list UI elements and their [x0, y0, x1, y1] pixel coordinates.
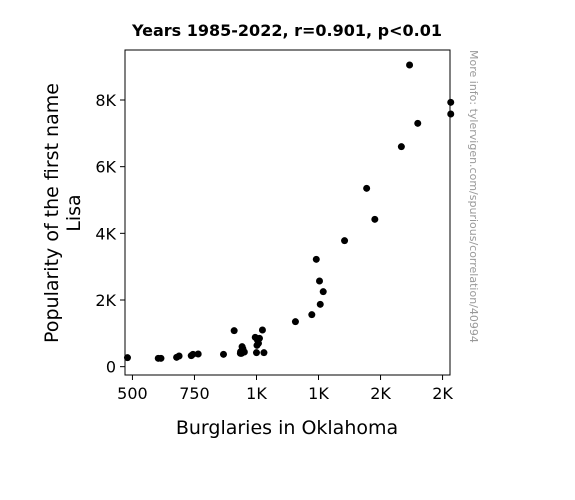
data-point [187, 352, 195, 360]
data-point [414, 119, 422, 127]
y-tick-label: 6K [95, 158, 116, 177]
data-point [341, 237, 349, 245]
y-tick-label: 2K [95, 291, 116, 310]
x-axis-label: Burglaries in Oklahoma [176, 417, 398, 439]
y-tick-label: 4K [95, 224, 116, 243]
data-point [447, 98, 455, 106]
y-axis-label-line-1: Popularity of the first name [41, 83, 63, 343]
data-point [397, 143, 405, 151]
x-tick-label: 2K [432, 384, 453, 403]
x-tick-label: 2K [370, 384, 391, 403]
data-point [319, 288, 327, 296]
data-point [312, 255, 320, 263]
data-points [123, 61, 455, 362]
data-point [371, 215, 379, 223]
data-point [316, 277, 324, 285]
x-tick-label: 1K [246, 384, 267, 403]
data-point [219, 350, 227, 358]
watermark-text: More info: tylervigen.com/spurious/corre… [467, 50, 480, 343]
data-point [291, 318, 299, 326]
data-point [406, 61, 414, 69]
data-point [260, 349, 268, 357]
y-tick-label: 8K [95, 91, 116, 110]
data-point [238, 349, 246, 357]
data-point [316, 300, 324, 308]
data-point [194, 350, 202, 358]
plot-area [124, 49, 451, 376]
x-tick-label: 750 [179, 384, 210, 403]
data-point [230, 327, 238, 335]
data-point [157, 354, 165, 362]
data-point [258, 326, 266, 334]
chart-title: Years 1985-2022, r=0.901, p<0.01 [131, 21, 442, 40]
x-axis-ticks: 500 750 1K 1K 2K 2K [117, 375, 453, 403]
y-axis-label: Popularity of the first name Lisa [41, 83, 85, 343]
data-point [253, 341, 261, 349]
data-point [308, 311, 316, 319]
data-point [252, 349, 260, 357]
data-point [363, 184, 371, 192]
data-point [123, 354, 131, 362]
data-point [173, 353, 181, 361]
y-tick-label: 0 [106, 358, 116, 377]
data-point [447, 110, 455, 118]
x-tick-label: 500 [117, 384, 148, 403]
x-tick-label: 1K [308, 384, 329, 403]
y-axis-label-line-2: Lisa [63, 194, 85, 231]
y-axis-ticks: 0 2K 4K 6K 8K [95, 91, 125, 377]
